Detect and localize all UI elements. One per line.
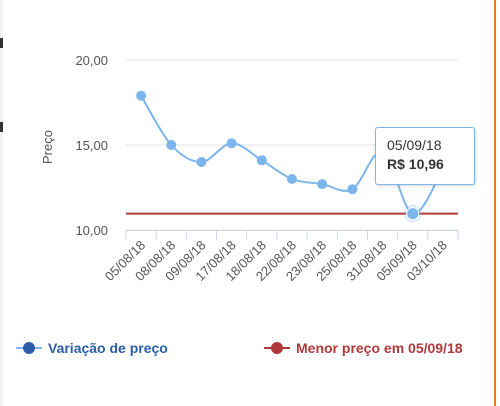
data-point <box>256 155 267 166</box>
chart-legend: Variação de preço Menor preço em 05/09/1… <box>0 340 490 364</box>
left-edge <box>0 0 3 406</box>
y-tick-label: 15,00 <box>75 138 108 153</box>
x-axis: 05/08/1808/08/1809/08/1817/08/1818/08/18… <box>102 230 459 284</box>
legend-series-label: Variação de preço <box>48 340 168 356</box>
legend-item-series[interactable]: Variação de preço <box>16 340 168 356</box>
left-edge-mark <box>0 38 3 48</box>
y-tick-label: 20,00 <box>75 53 108 68</box>
legend-item-reference[interactable]: Menor preço em 05/09/18 <box>264 340 463 356</box>
data-point <box>287 174 297 184</box>
accent-border <box>494 0 496 406</box>
y-axis-title: Preço <box>40 130 55 164</box>
tooltip-date: 05/09/18 <box>387 137 442 153</box>
left-edge-mark <box>0 122 3 132</box>
data-point <box>166 140 177 150</box>
legend-reference-label: Menor preço em 05/09/18 <box>296 340 463 356</box>
data-point <box>317 179 328 190</box>
price-chart: 05/08/1808/08/1809/08/1817/08/1818/08/18… <box>40 53 459 284</box>
data-point-highlighted <box>406 207 420 221</box>
data-point <box>196 157 207 167</box>
data-point <box>226 138 237 149</box>
y-tick-label: 10,00 <box>75 223 108 238</box>
legend-reference-marker <box>264 342 290 354</box>
tooltip-value: R$ 10,96 <box>387 156 444 172</box>
price-tooltip: 05/09/18 R$ 10,96 <box>375 127 475 185</box>
y-axis: 10,00 15,00 20,00 <box>75 53 108 238</box>
data-point <box>136 90 147 101</box>
data-point <box>347 184 358 195</box>
legend-series-marker <box>16 342 42 354</box>
